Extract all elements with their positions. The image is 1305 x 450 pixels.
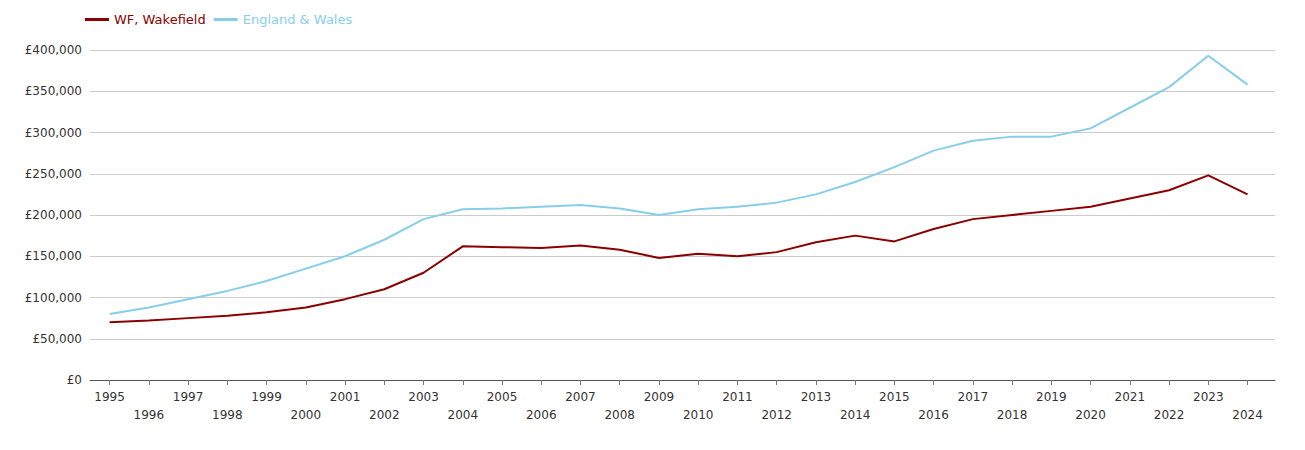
svg-text:2021: 2021 bbox=[1115, 390, 1146, 404]
svg-text:2000: 2000 bbox=[291, 408, 322, 422]
svg-text:2024: 2024 bbox=[1232, 408, 1263, 422]
svg-text:2016: 2016 bbox=[918, 408, 949, 422]
svg-text:England & Wales: England & Wales bbox=[243, 12, 353, 27]
svg-text:2012: 2012 bbox=[761, 408, 792, 422]
svg-text:1997: 1997 bbox=[173, 390, 204, 404]
svg-text:£100,000: £100,000 bbox=[25, 291, 82, 305]
svg-text:2022: 2022 bbox=[1154, 408, 1185, 422]
svg-text:2015: 2015 bbox=[879, 390, 910, 404]
svg-text:£300,000: £300,000 bbox=[25, 126, 82, 140]
svg-text:£400,000: £400,000 bbox=[25, 43, 82, 57]
svg-text:2018: 2018 bbox=[997, 408, 1028, 422]
svg-text:1999: 1999 bbox=[251, 390, 282, 404]
svg-text:2001: 2001 bbox=[330, 390, 361, 404]
svg-text:2010: 2010 bbox=[683, 408, 714, 422]
svg-text:£50,000: £50,000 bbox=[32, 332, 82, 346]
svg-text:1998: 1998 bbox=[212, 408, 243, 422]
svg-text:2009: 2009 bbox=[644, 390, 675, 404]
svg-text:2002: 2002 bbox=[369, 408, 400, 422]
svg-text:2003: 2003 bbox=[408, 390, 439, 404]
svg-text:1995: 1995 bbox=[94, 390, 125, 404]
svg-text:WF, Wakefield: WF, Wakefield bbox=[114, 12, 206, 27]
svg-text:£250,000: £250,000 bbox=[25, 167, 82, 181]
svg-text:2005: 2005 bbox=[487, 390, 518, 404]
svg-text:£150,000: £150,000 bbox=[25, 249, 82, 263]
svg-text:2023: 2023 bbox=[1193, 390, 1224, 404]
svg-text:£200,000: £200,000 bbox=[25, 208, 82, 222]
svg-text:2008: 2008 bbox=[604, 408, 635, 422]
svg-text:2019: 2019 bbox=[1036, 390, 1067, 404]
svg-text:2004: 2004 bbox=[447, 408, 478, 422]
svg-text:2013: 2013 bbox=[801, 390, 832, 404]
svg-text:£350,000: £350,000 bbox=[25, 84, 82, 98]
svg-text:2017: 2017 bbox=[958, 390, 989, 404]
svg-text:2020: 2020 bbox=[1075, 408, 1106, 422]
svg-text:1996: 1996 bbox=[134, 408, 165, 422]
svg-text:2006: 2006 bbox=[526, 408, 557, 422]
svg-text:2007: 2007 bbox=[565, 390, 596, 404]
svg-text:£0: £0 bbox=[67, 373, 82, 387]
svg-text:2011: 2011 bbox=[722, 390, 753, 404]
svg-text:2014: 2014 bbox=[840, 408, 871, 422]
